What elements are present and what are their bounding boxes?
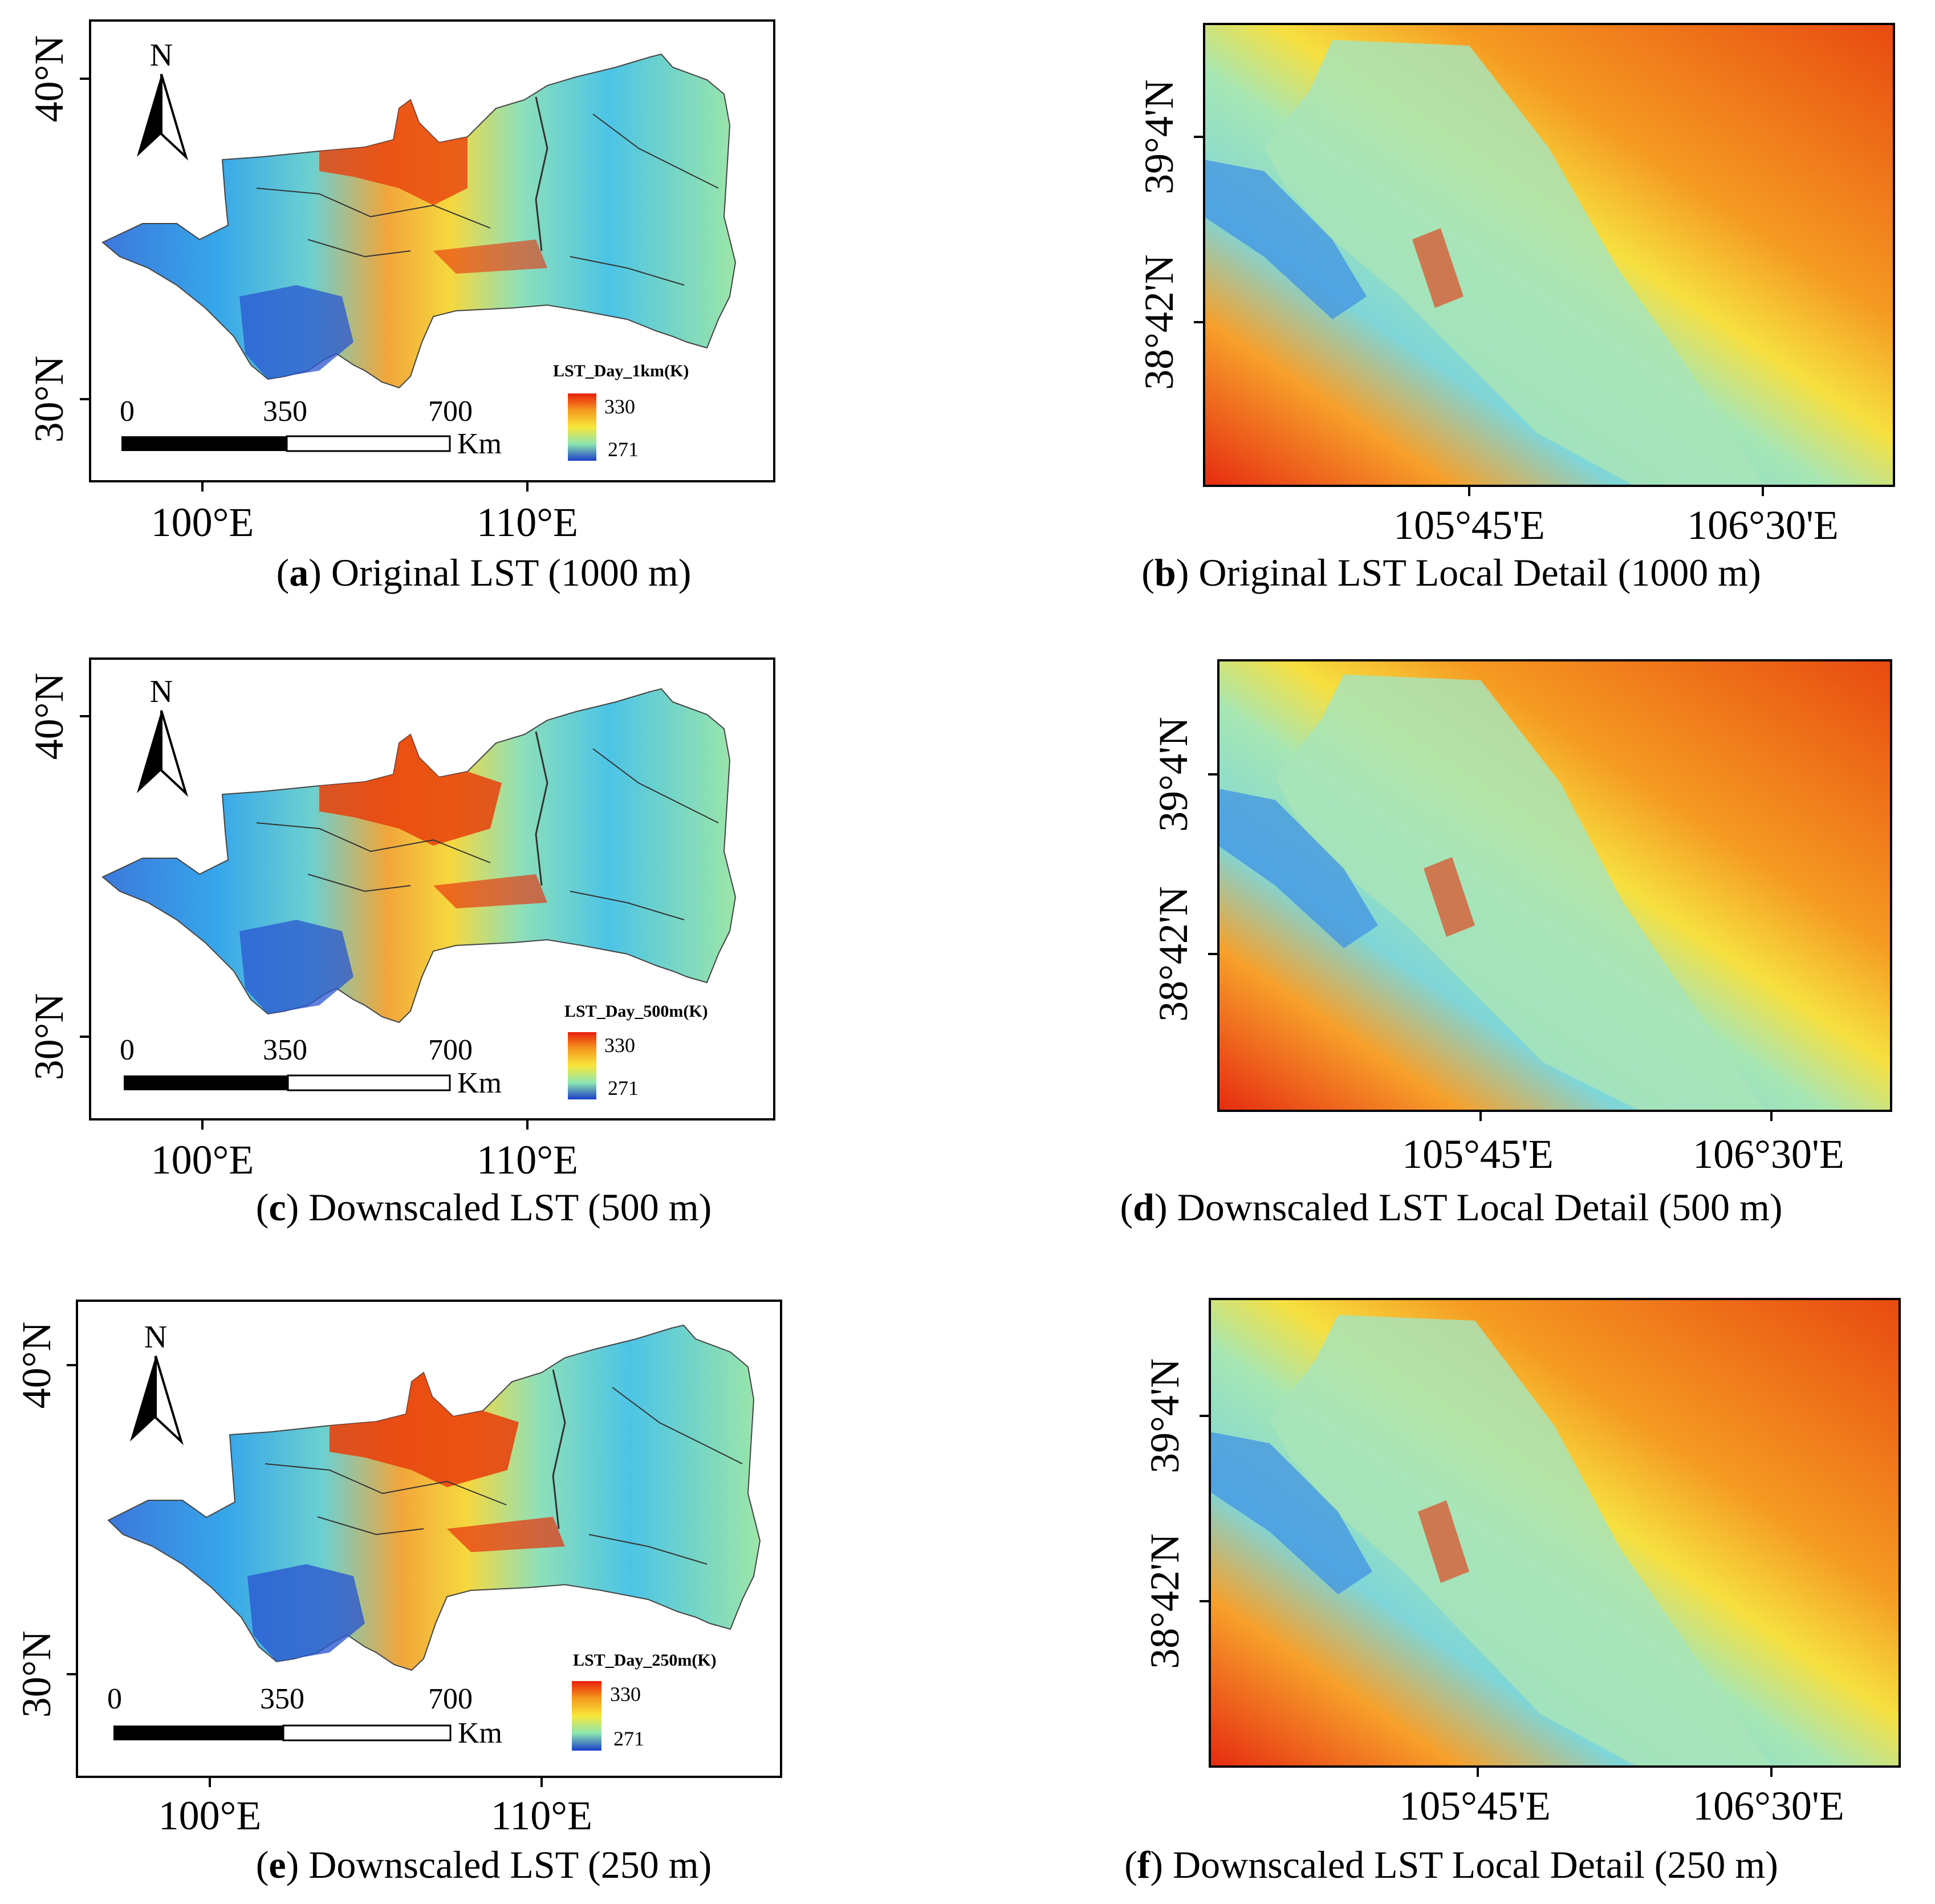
- lat-label-40: 40°N: [26, 35, 72, 123]
- scale-bar-black: [121, 436, 287, 451]
- panel-a: N LST_Day_1km(K) 330 271 0 350 700 Km 40…: [0, 0, 968, 635]
- north-label: N: [150, 38, 173, 73]
- caption-b: (b) Original LST Local Detail (1000 m): [1141, 551, 1761, 594]
- legend-max: 330: [604, 395, 635, 418]
- lon-label-105-45: 105°45'E: [1402, 1131, 1554, 1177]
- province-boundary: [535, 731, 548, 886]
- cold-strip: [1218, 789, 1378, 948]
- warm-band: [447, 1517, 565, 1552]
- legend-max: 330: [610, 1683, 641, 1706]
- lon-label-106-30: 106°30'E: [1687, 502, 1839, 548]
- north-arrow-icon: [137, 711, 161, 793]
- lat-label-39-4: 39°4'N: [1142, 1358, 1188, 1473]
- legend-colorbar: [568, 1032, 596, 1099]
- legend-min: 271: [613, 1727, 644, 1750]
- north-arrow-icon: [137, 74, 161, 157]
- scale-bar-black: [113, 1726, 283, 1740]
- lat-label-40: 40°N: [26, 673, 72, 760]
- north-arrow-icon-half: [160, 74, 188, 161]
- caption-f: (f) Downscaled LST Local Detail (250 m): [1124, 1843, 1778, 1886]
- lon-label-106-30: 106°30'E: [1693, 1783, 1844, 1829]
- province-boundary: [552, 1369, 566, 1529]
- lon-label-100: 100°E: [151, 1137, 254, 1183]
- lon-label-110: 110°E: [477, 500, 578, 545]
- north-arrow-icon-half: [160, 710, 188, 797]
- scale-bar-black: [124, 1075, 288, 1090]
- panel-d: 39°4'N 38°42'N 105°45'E 106°30'E (d) Dow…: [968, 635, 1935, 1269]
- cold-region: [239, 285, 353, 379]
- hot-region: [319, 734, 502, 846]
- hot-region: [330, 1373, 519, 1487]
- legend-max: 330: [604, 1034, 635, 1057]
- legend-min: 271: [608, 1077, 639, 1099]
- hot-patch: [1418, 1500, 1469, 1583]
- lon-label-110: 110°E: [491, 1793, 592, 1838]
- lat-label-39-4: 39°4'N: [1151, 717, 1196, 832]
- lat-label-38-42: 38°42'N: [1136, 254, 1182, 390]
- legend-title: LST_Day_1km(K): [553, 362, 689, 380]
- panel-b: 39°4'N 38°42'N 105°45'E 106°30'E (b) Ori…: [968, 0, 1935, 635]
- cold-strip: [1204, 160, 1367, 319]
- sub-basin-boundaries: [256, 748, 719, 920]
- warm-band: [433, 874, 547, 908]
- caption-c: (c) Downscaled LST (500 m): [255, 1186, 712, 1229]
- panel-f: 39°4'N 38°42'N 105°45'E 106°30'E (f) Dow…: [968, 1269, 1935, 1904]
- lat-label-30: 30°N: [26, 356, 72, 443]
- caption-a: (a) Original LST (1000 m): [276, 551, 692, 594]
- lat-label-38-42: 38°42'N: [1151, 886, 1196, 1022]
- lon-label-106-30: 106°30'E: [1693, 1131, 1844, 1177]
- caption-e: (e) Downscaled LST (250 m): [255, 1843, 712, 1886]
- panel-e: N LST_Day_250m(K) 330 271 0 350 700 Km 4…: [0, 1269, 968, 1904]
- province-boundary: [535, 96, 548, 251]
- legend-colorbar: [572, 1681, 601, 1751]
- scale-unit: Km: [457, 1067, 502, 1099]
- caption-d: (d) Downscaled LST Local Detail (500 m): [1120, 1186, 1783, 1229]
- scale-unit: Km: [457, 428, 502, 460]
- north-label: N: [150, 674, 173, 709]
- north-arrow-icon-half: [155, 1355, 184, 1446]
- lat-label-40: 40°N: [14, 1322, 59, 1409]
- hot-patch: [1424, 857, 1475, 937]
- scale-bar-white: [286, 435, 451, 452]
- panel-c: N LST_Day_500m(K) 330 271 0 350 700 Km 4…: [0, 635, 968, 1269]
- scale-tick-0: 0: [120, 395, 135, 428]
- north-arrow-icon: [130, 1356, 156, 1442]
- sub-basin-boundaries: [265, 1387, 743, 1565]
- lat-label-38-42: 38°42'N: [1142, 1533, 1188, 1669]
- scale-tick-350: 350: [263, 395, 307, 428]
- cold-region: [247, 1564, 365, 1662]
- lat-label-30: 30°N: [26, 993, 72, 1081]
- sub-basin-boundaries: [256, 113, 719, 286]
- cold-strip: [1210, 1432, 1372, 1594]
- hot-region: [319, 100, 468, 205]
- lat-label-39-4: 39°4'N: [1136, 79, 1182, 194]
- scale-tick-700: 700: [428, 1683, 473, 1715]
- cool-lakebed: [1270, 1315, 1771, 1767]
- scale-tick-0: 0: [120, 1034, 135, 1066]
- scale-tick-700: 700: [428, 395, 473, 428]
- lon-label-100: 100°E: [151, 500, 254, 545]
- lon-label-100: 100°E: [158, 1793, 262, 1838]
- warm-band: [433, 239, 547, 274]
- scale-tick-350: 350: [260, 1683, 304, 1715]
- scale-tick-350: 350: [263, 1034, 307, 1066]
- legend-min: 271: [608, 438, 639, 461]
- cool-lakebed: [1275, 675, 1766, 1111]
- legend-title: LST_Day_500m(K): [564, 1002, 708, 1021]
- lon-label-110: 110°E: [477, 1137, 578, 1183]
- scale-bar-white: [282, 1724, 452, 1741]
- scale-tick-0: 0: [107, 1683, 122, 1715]
- scale-unit: Km: [458, 1717, 502, 1749]
- scale-bar-white: [287, 1074, 451, 1091]
- legend-colorbar: [568, 393, 596, 461]
- cool-lakebed: [1264, 40, 1766, 486]
- cold-region: [239, 920, 353, 1014]
- legend-title: LST_Day_250m(K): [573, 1651, 717, 1670]
- lat-label-30: 30°N: [14, 1631, 59, 1718]
- scale-tick-700: 700: [428, 1034, 473, 1066]
- north-label: N: [144, 1320, 167, 1355]
- hot-patch: [1412, 228, 1464, 308]
- lon-label-105-45: 105°45'E: [1399, 1783, 1551, 1829]
- lon-label-105-45: 105°45'E: [1393, 502, 1545, 548]
